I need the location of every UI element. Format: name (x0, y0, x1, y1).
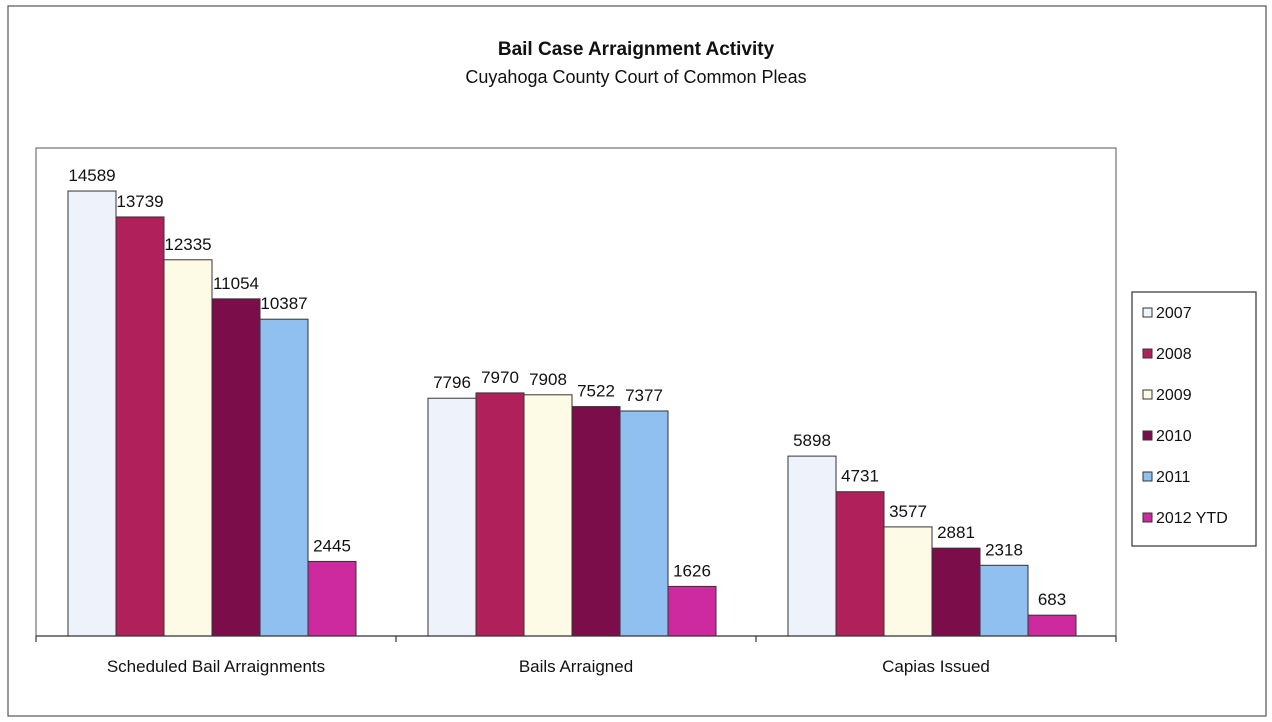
bar-2010-cat-0 (211, 298, 261, 637)
data-label: 7377 (625, 386, 663, 405)
bar-2008-cat-0 (115, 216, 165, 637)
data-label: 2318 (985, 540, 1023, 559)
bar-2009-cat-1 (523, 394, 573, 637)
chart-title: Bail Case Arraignment Activity (498, 39, 775, 60)
bar-2011-cat-1 (619, 410, 669, 637)
bar-2007-cat-0 (67, 190, 117, 637)
legend-swatch-2011 (1142, 471, 1153, 482)
data-label: 7908 (529, 370, 567, 389)
data-label: 683 (1038, 590, 1066, 609)
bar-2007-cat-2 (787, 455, 837, 637)
legend-label: 2007 (1156, 305, 1192, 322)
data-label: 2445 (313, 536, 351, 555)
data-label: 12335 (164, 235, 211, 254)
bar-2010-cat-2 (931, 547, 981, 637)
data-label: 10387 (260, 294, 307, 313)
legend-label: 2011 (1156, 469, 1191, 486)
bar-2007-cat-1 (427, 397, 477, 637)
bar-2010-cat-1 (571, 406, 621, 637)
bar-2012-ytd-cat-0 (307, 560, 357, 637)
legend-box (1131, 291, 1257, 547)
bar-2012-ytd-cat-1 (667, 585, 717, 637)
legend-label: 2009 (1156, 387, 1192, 404)
legend-swatch-2007 (1142, 307, 1153, 318)
data-label: 1626 (673, 561, 711, 580)
legend-label: 2010 (1156, 428, 1192, 445)
data-label: 4731 (841, 467, 879, 486)
category-label: Capias Issued (882, 657, 990, 676)
data-label: 11054 (213, 274, 259, 293)
legend: 2007 2008 2009 2010 2011 2012 YTD (1131, 291, 1257, 547)
bar-2008-cat-1 (475, 392, 525, 637)
bar-2011-cat-0 (259, 318, 309, 637)
legend-swatch-2010 (1142, 430, 1153, 441)
legend-swatch-2012-ytd (1142, 512, 1153, 523)
x-axis: Scheduled Bail Arraignments Bails Arraign… (35, 635, 1117, 676)
data-label: 14589 (68, 166, 115, 185)
bar-2012-ytd-cat-2 (1027, 614, 1077, 637)
legend-swatch-2009 (1142, 389, 1153, 400)
data-label: 7522 (577, 382, 615, 401)
legend-swatch-2008 (1142, 348, 1153, 359)
bar-2008-cat-2 (835, 491, 885, 637)
category-label: Bails Arraigned (519, 657, 633, 676)
data-label: 5898 (793, 431, 831, 450)
data-label: 13739 (116, 192, 163, 211)
category-label: Scheduled Bail Arraignments (107, 657, 325, 676)
bars-layer (67, 190, 1077, 637)
bar-2011-cat-2 (979, 564, 1029, 637)
data-label: 2881 (937, 523, 975, 542)
legend-label: 2008 (1156, 346, 1192, 363)
data-label: 7970 (481, 368, 519, 387)
bar-2009-cat-0 (163, 259, 213, 637)
chart-subtitle: Cuyahoga County Court of Common Pleas (465, 67, 806, 87)
data-label: 7796 (433, 373, 471, 392)
legend-label: 2012 YTD (1156, 510, 1228, 527)
data-label: 3577 (889, 502, 927, 521)
bar-2009-cat-2 (883, 526, 933, 637)
